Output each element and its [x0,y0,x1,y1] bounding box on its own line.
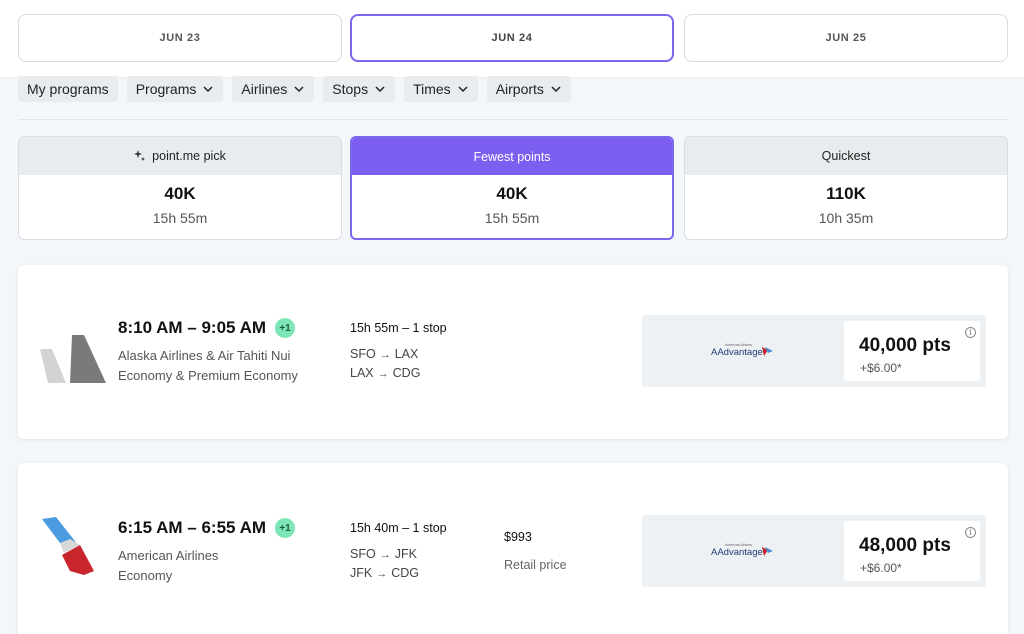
arrow-right-icon: → [377,368,389,380]
award-price-box[interactable]: 40,000 pts +$6.00* i [844,321,980,381]
award-fee: +$6.00* [860,361,902,375]
svg-text:American Airlines: American Airlines [725,343,752,347]
flight-time: 8:10 AM – 9:05 AM +1 [118,318,296,338]
filter-label: Airlines [241,81,288,97]
sort-card-label: Fewest points [473,149,551,164]
program-name: AAdvantage [711,347,763,358]
date-tab-jun-24[interactable]: JUN 24 [350,14,674,62]
filter-airports[interactable]: Airports [486,76,571,102]
flight-result-card[interactable]: 6:15 AM – 6:55 AM +1 American Airlines E… [18,463,1008,634]
date-tab-jun-23[interactable]: JUN 23 [18,14,342,62]
sort-card-header: Quickest [685,137,1007,175]
sort-card-header: point.me pick [19,137,341,175]
airline-info: Alaska Airlines & Air Tahiti Nui Economy… [118,346,298,386]
duration-stops: 15h 40m – 1 stop [350,521,447,535]
leg-origin: SFO [350,547,376,561]
arrow-right-icon: → [379,549,391,561]
filter-my-programs[interactable]: My programs [18,76,118,102]
day-offset-badge: +1 [275,518,296,538]
american-airlines-tail-icon [42,517,94,575]
sort-card-duration: 15h 55m [484,210,540,226]
sort-card-quickest[interactable]: Quickest 110K 10h 35m [684,136,1008,240]
award-points: 48,000 pts [859,535,951,556]
info-icon[interactable]: i [965,327,976,338]
leg-destination: LAX [394,347,419,361]
filter-bar: My programs Programs Airlines Stops Time… [18,76,571,102]
sort-card-label: point.me pick [152,149,226,163]
sort-card-label: Quickest [821,149,871,163]
leg-destination: CDG [392,366,421,380]
sort-card-duration: 15h 55m [152,210,208,226]
chevron-down-icon [551,86,561,93]
sort-card-points: 110K [826,184,866,203]
leg-destination: CDG [391,566,420,580]
leg-origin: LAX [350,366,374,380]
sort-card-fewest-points[interactable]: Fewest points 40K 15h 55m [350,136,674,240]
date-tab-jun-25[interactable]: JUN 25 [684,14,1008,62]
sort-card-pointme-pick[interactable]: point.me pick 40K 15h 55m [18,136,342,240]
svg-text:American Airlines: American Airlines [725,543,752,547]
cabin-class: Economy [118,568,173,583]
day-offset-badge: +1 [275,318,296,338]
award-option[interactable]: American Airlines AAdvantage 48,000 pts … [642,515,986,587]
sparkle-icon [134,150,146,161]
retail-price: $993 [504,530,532,544]
filter-label: Programs [135,81,197,97]
filter-airlines[interactable]: Airlines [232,76,315,102]
leg-origin: SFO [350,347,376,361]
route-leg: SFO → JFK [350,545,447,564]
airline-info: American Airlines Economy [118,546,218,586]
award-option[interactable]: American Airlines AAdvantage 40,000 pts … [642,315,986,387]
aadvantage-logo: American Airlines AAdvantage [711,543,773,558]
award-points: 40,000 pts [859,335,951,356]
chevron-down-icon [458,86,468,93]
filter-label: Times [413,81,451,97]
retail-price-label: Retail price [504,558,567,572]
route-leg: LAX → CDG [350,364,447,383]
chevron-down-icon [203,86,213,93]
alaska-tail-icon [40,335,106,383]
route-leg: JFK → CDG [350,564,447,583]
chevron-down-icon [294,86,304,93]
route-info: 15h 40m – 1 stop SFO → JFK JFK → CDG [350,519,447,583]
route-leg: SFO → LAX [350,345,447,364]
airline-name: American Airlines [118,548,219,563]
leg-origin: JFK [350,566,373,580]
flight-time-text: 8:10 AM – 9:05 AM [118,318,267,337]
chevron-down-icon [375,86,385,93]
filter-label: Airports [495,81,544,97]
arrow-right-icon: → [376,568,388,580]
filter-label: My programs [27,81,109,97]
filter-programs[interactable]: Programs [126,76,224,102]
award-price-box[interactable]: 48,000 pts +$6.00* i [844,521,980,581]
sort-card-points: 40K [164,184,196,203]
aadvantage-logo: American Airlines AAdvantage [711,343,773,358]
retail-price-info: $993 Retail price [504,530,567,572]
sort-card-points: 40K [496,184,528,203]
duration-stops: 15h 55m – 1 stop [350,321,447,335]
flight-result-card[interactable]: 8:10 AM – 9:05 AM +1 Alaska Airlines & A… [18,265,1008,439]
leg-destination: JFK [394,547,417,561]
date-selector-bar: JUN 23 JUN 24 JUN 25 [0,0,1024,78]
arrow-right-icon: → [379,349,391,361]
program-name: AAdvantage [711,547,763,558]
filter-times[interactable]: Times [404,76,478,102]
divider [18,119,1008,120]
flight-time: 6:15 AM – 6:55 AM +1 [118,518,296,538]
filter-label: Stops [332,81,369,97]
cabin-class: Economy & Premium Economy [118,368,298,383]
sort-card-header: Fewest points [352,138,672,175]
sort-card-duration: 10h 35m [818,210,874,226]
info-icon[interactable]: i [965,527,976,538]
award-fee: +$6.00* [860,561,902,575]
route-info: 15h 55m – 1 stop SFO → LAX LAX → CDG [350,319,447,383]
airline-name: Alaska Airlines & Air Tahiti Nui [118,348,291,363]
flight-time-text: 6:15 AM – 6:55 AM [118,518,267,537]
filter-stops[interactable]: Stops [323,76,396,102]
